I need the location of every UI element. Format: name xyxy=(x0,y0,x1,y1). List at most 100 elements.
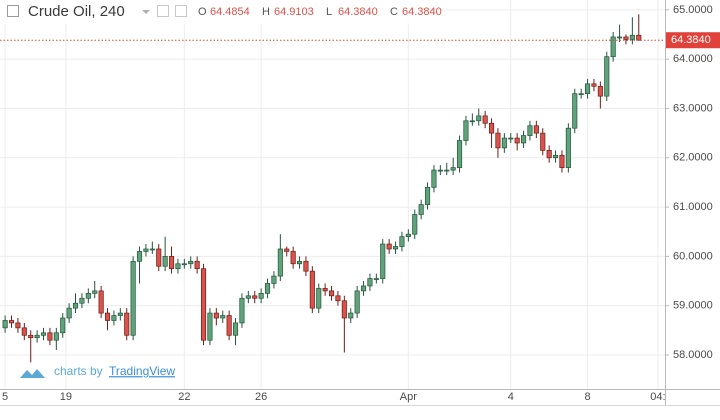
candle-body xyxy=(476,115,482,122)
candle-body xyxy=(284,248,290,252)
candle-body xyxy=(79,297,85,304)
ohlc-label: O xyxy=(198,6,207,18)
candle-body xyxy=(188,260,194,265)
candle-body xyxy=(559,154,565,168)
candle-body xyxy=(104,312,111,321)
candle-body xyxy=(194,260,200,270)
candle-body xyxy=(2,320,8,329)
candle-body xyxy=(591,83,597,87)
candle-body xyxy=(213,312,219,319)
header-bg xyxy=(0,0,420,24)
candle-body xyxy=(514,137,520,144)
candle-body xyxy=(521,135,527,144)
candle-body xyxy=(604,56,610,97)
candle-body xyxy=(303,260,309,272)
candle-body xyxy=(424,187,431,205)
interval-dropdown[interactable] xyxy=(142,10,150,14)
candle-body xyxy=(488,122,495,134)
x-tick-label: 5 xyxy=(2,391,8,403)
candle-body xyxy=(156,248,162,267)
candle-body xyxy=(572,93,578,129)
candle-body xyxy=(277,248,283,277)
candle-body xyxy=(527,125,533,136)
candle-body xyxy=(226,315,232,336)
candle-body xyxy=(316,288,322,309)
candle-body xyxy=(72,302,79,309)
tv-logo xyxy=(20,369,45,378)
x-tick-label: Apr xyxy=(400,391,417,403)
x-tick-label: 4 xyxy=(508,391,514,403)
candle-body xyxy=(546,150,552,159)
candle-body xyxy=(578,93,584,96)
candle-body xyxy=(149,248,155,251)
y-tick-label: 61.0000 xyxy=(673,201,713,213)
close-button[interactable] xyxy=(175,5,187,17)
symbol-title[interactable]: Crude Oil, 240 xyxy=(28,3,125,20)
candle-body xyxy=(8,320,15,324)
ohlc-label: H xyxy=(262,6,270,18)
y-tick-label: 63.0000 xyxy=(673,102,713,114)
x-tick-label: 26 xyxy=(255,391,267,403)
y-tick-label: 62.0000 xyxy=(673,152,713,164)
candle-body xyxy=(92,290,98,294)
ohlc-value: 64.3840 xyxy=(402,6,442,18)
candle-body xyxy=(290,251,296,265)
ohlc-label: C xyxy=(390,6,398,18)
candle-body xyxy=(437,169,443,172)
candle-body xyxy=(124,312,130,336)
settings-button[interactable] xyxy=(157,5,169,17)
candle-body xyxy=(610,36,616,58)
candle-body xyxy=(309,270,315,309)
candle-body xyxy=(341,300,347,319)
watermark-link[interactable]: TradingView xyxy=(109,364,175,378)
y-tick-label: 65.0000 xyxy=(673,4,713,16)
candle-body xyxy=(392,246,399,250)
candle-body xyxy=(60,317,66,334)
collapse-toggle[interactable] xyxy=(7,5,19,17)
candle-body xyxy=(40,332,47,336)
candle-body xyxy=(207,312,213,341)
candle-body xyxy=(444,169,450,172)
candle-body xyxy=(508,137,514,140)
candle-body xyxy=(232,322,239,336)
candle-body xyxy=(181,263,187,266)
candle-body xyxy=(533,125,539,134)
candle-body xyxy=(636,34,642,41)
ohlc-value: 64.3840 xyxy=(338,6,378,18)
candle-body xyxy=(360,285,367,292)
candle-body xyxy=(34,334,40,339)
candle-body xyxy=(136,251,143,262)
ohlc-value: 64.4854 xyxy=(210,6,250,18)
candle-body xyxy=(53,332,59,341)
candle-body xyxy=(143,248,149,252)
candle-body xyxy=(328,290,335,297)
candle-body xyxy=(47,332,53,341)
candle-body xyxy=(623,36,629,40)
candle-body xyxy=(117,312,123,316)
candle-body xyxy=(553,154,559,159)
candle-body xyxy=(469,120,475,123)
candle-body xyxy=(335,295,341,302)
candle-body xyxy=(617,36,623,39)
candle-body xyxy=(501,137,507,149)
ohlc-label: L xyxy=(326,6,332,18)
candle-body xyxy=(495,132,501,149)
candle-body xyxy=(348,312,354,319)
last-price-badge xyxy=(666,32,720,49)
ohlc-value: 64.9103 xyxy=(274,6,314,18)
x-tick-label: 04: xyxy=(650,391,665,403)
candle-body xyxy=(629,34,635,40)
candle-body xyxy=(98,290,104,314)
candle-body xyxy=(367,278,373,287)
candle-body xyxy=(482,115,488,124)
x-tick-label: 8 xyxy=(584,391,590,403)
y-tick-label: 59.0000 xyxy=(673,300,713,312)
candle-body xyxy=(264,283,271,294)
x-tick-label: 22 xyxy=(178,391,190,403)
candle-body xyxy=(597,85,603,97)
candle-body xyxy=(66,307,72,319)
candle-body xyxy=(405,233,411,238)
candle-body xyxy=(28,334,34,339)
